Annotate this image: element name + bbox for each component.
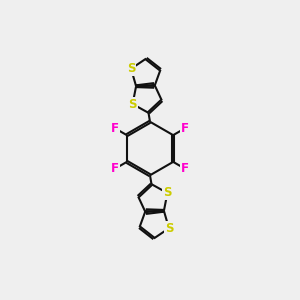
Text: S: S (127, 62, 135, 75)
Text: F: F (111, 162, 119, 175)
Text: S: S (163, 187, 172, 200)
Text: S: S (128, 98, 137, 110)
Text: S: S (165, 222, 173, 235)
Text: F: F (181, 162, 189, 175)
Text: F: F (111, 122, 119, 135)
Text: F: F (181, 122, 189, 135)
